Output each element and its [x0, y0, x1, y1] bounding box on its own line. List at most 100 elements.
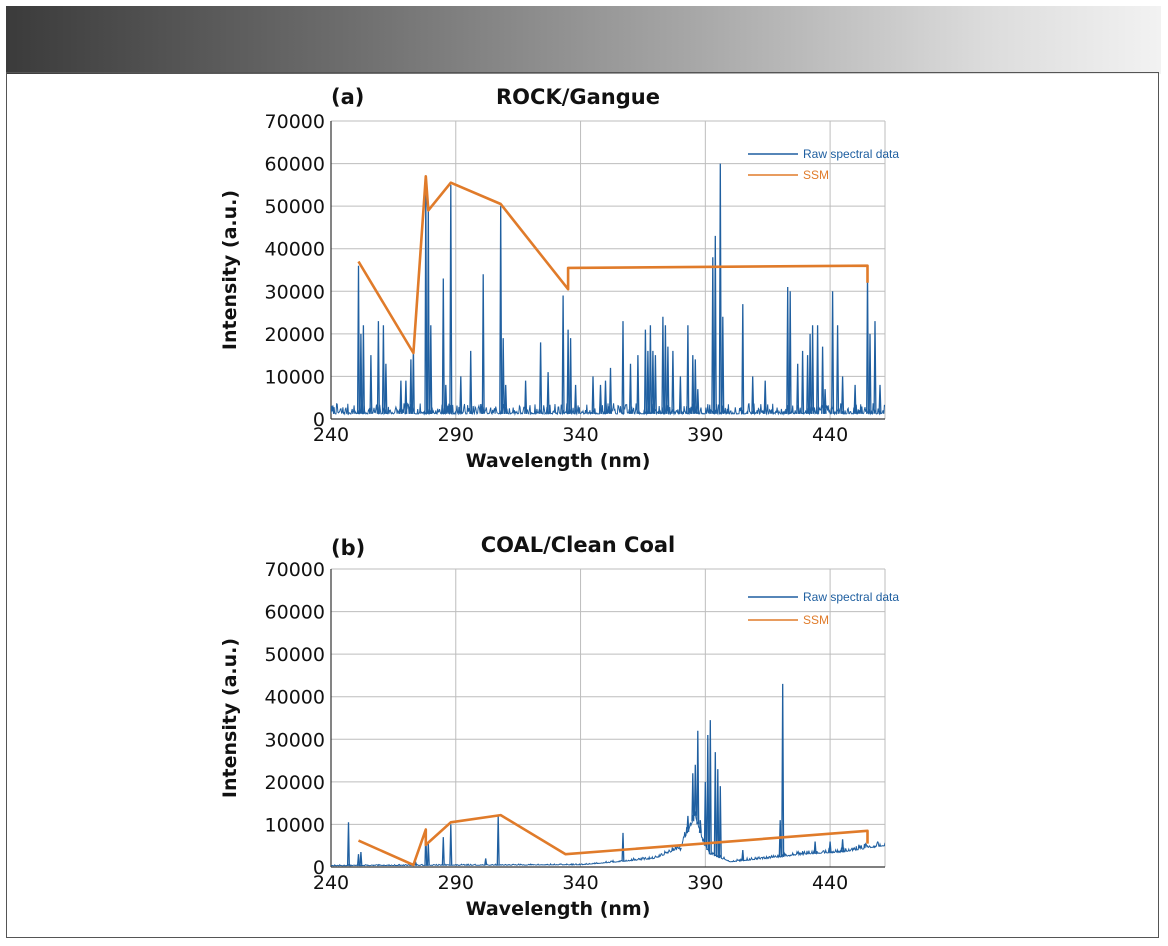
raw-spectrum-peak [713, 752, 717, 857]
x-tick-label: 340 [562, 872, 598, 894]
x-tick-label: 440 [812, 872, 848, 894]
panel-label: (a) [331, 85, 364, 109]
x-tick-label: 240 [313, 872, 349, 894]
y-tick-label: 30000 [265, 729, 325, 751]
raw-spectrum-peak [678, 847, 682, 852]
x-tick-label: 390 [687, 424, 723, 446]
y-tick-label: 60000 [265, 154, 325, 176]
y-tick-label: 20000 [265, 324, 325, 346]
raw-spectrum-peak [636, 355, 640, 414]
y-tick-label: 10000 [265, 814, 325, 836]
x-tick-label: 290 [438, 424, 474, 446]
raw-spectrum-peak [806, 355, 810, 414]
raw-spectrum-peak [708, 720, 712, 855]
raw-spectrum-peak [361, 325, 365, 414]
raw-spectrum-peak [469, 350, 473, 414]
raw-spectrum-peak [404, 380, 408, 414]
raw-spectrum-peak [501, 338, 505, 414]
raw-spectrum-peak [566, 329, 570, 414]
raw-spectrum-peak [459, 376, 463, 414]
raw-spectrum-peak [539, 342, 543, 414]
raw-spectrum-peak [411, 346, 415, 414]
raw-spectrum-peak [686, 815, 690, 832]
raw-spectrum-peak [426, 843, 430, 866]
raw-spectrum-peak [841, 839, 845, 853]
y-tick-label: 50000 [265, 644, 325, 666]
raw-spectrum-peak [414, 860, 418, 866]
panel-label: (b) [331, 536, 365, 560]
y-axis-label: Intensity (a.u.) [219, 190, 241, 350]
raw-spectrum-peak [484, 858, 488, 866]
raw-spectrum-line [331, 402, 885, 416]
y-tick-label: 40000 [265, 239, 325, 261]
raw-spectrum-peak [376, 321, 380, 414]
raw-spectrum-peak [786, 286, 790, 414]
raw-spectrum-peak [381, 325, 385, 414]
raw-spectrum-peak [808, 333, 812, 414]
raw-spectrum-peak [648, 325, 652, 414]
y-tick-label: 20000 [265, 772, 325, 794]
raw-spectrum-peak [356, 854, 360, 866]
raw-spectrum-line [331, 810, 885, 867]
raw-spectrum-peak [424, 184, 428, 414]
y-axis-label: Intensity (a.u.) [219, 638, 241, 798]
raw-spectrum-peak [873, 321, 877, 414]
raw-spectrum-peak [481, 274, 485, 414]
y-tick-label: 10000 [265, 366, 325, 388]
x-tick-label: 340 [562, 424, 598, 446]
raw-spectrum-peak [653, 355, 657, 414]
raw-spectrum-peak [524, 380, 528, 414]
raw-spectrum-peak [651, 350, 655, 414]
x-tick-label: 290 [438, 872, 474, 894]
raw-spectrum-peak [429, 325, 433, 414]
raw-spectrum-peak [741, 849, 745, 861]
raw-spectrum-peak [504, 384, 508, 414]
x-axis-label: Wavelength (nm) [466, 898, 651, 920]
x-axis-label: Wavelength (nm) [466, 450, 651, 472]
ssm-line [357, 175, 869, 355]
raw-spectrum-peak [496, 815, 500, 866]
raw-spectrum-peak [693, 359, 697, 414]
raw-spectrum-peak [711, 257, 715, 414]
raw-spectrum-peak [628, 363, 632, 414]
raw-spectrum-peak [751, 376, 755, 414]
raw-spectrum-peak [449, 184, 453, 414]
raw-spectrum-peak [561, 295, 565, 414]
raw-spectrum-peak [741, 304, 745, 414]
raw-spectrum-peak [666, 346, 670, 414]
chart-title: ROCK/Gangue [496, 85, 660, 109]
raw-spectrum-peak [663, 325, 667, 414]
raw-spectrum-peak [399, 380, 403, 414]
x-tick-label: 440 [812, 424, 848, 446]
raw-spectrum-peak [696, 389, 700, 414]
ssm-line [357, 813, 869, 867]
x-tick-label: 240 [313, 424, 349, 446]
raw-spectrum-peak [716, 769, 720, 858]
raw-spectrum-peak [821, 346, 825, 414]
raw-spectrum-peak [686, 325, 690, 414]
legend: Raw spectral data SSM [748, 590, 899, 627]
y-tick-label: 30000 [265, 281, 325, 303]
legend-label-ssm: SSM [803, 168, 829, 182]
raw-spectrum-peak [356, 265, 360, 414]
raw-spectrum-peak [721, 316, 725, 414]
y-tick-label: 70000 [265, 559, 325, 581]
raw-spectrum-peak [569, 338, 573, 414]
raw-spectrum-peak [836, 325, 840, 414]
header-banner [6, 6, 1161, 74]
raw-spectrum-peak [713, 235, 717, 414]
raw-spectrum-peak [868, 333, 872, 414]
raw-spectrum-peak [369, 355, 373, 414]
raw-spectrum-peak [831, 291, 835, 414]
y-tick-label: 40000 [265, 687, 325, 709]
raw-spectrum-peak [444, 384, 448, 414]
raw-spectrum-peak [441, 278, 445, 414]
raw-spectrum-peak [574, 384, 578, 414]
raw-spectrum-peak [621, 832, 625, 862]
raw-spectrum-peak [608, 367, 613, 414]
y-tick-label: 50000 [265, 196, 325, 218]
raw-spectrum-peak [853, 384, 857, 414]
raw-spectrum-peak [693, 764, 697, 816]
raw-spectrum-peak [706, 734, 710, 851]
raw-spectrum-peak [696, 730, 700, 825]
